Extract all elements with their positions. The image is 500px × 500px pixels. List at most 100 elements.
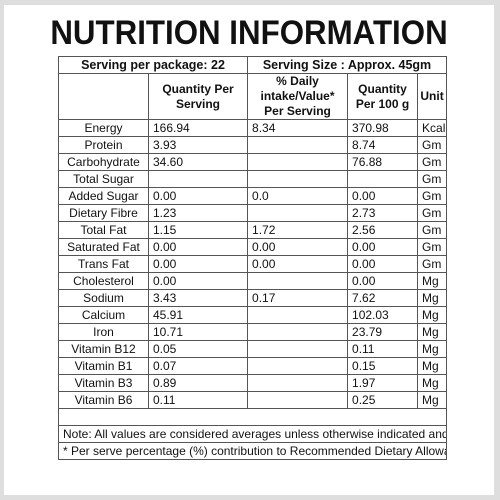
- unit: Mg: [417, 289, 448, 307]
- quantity-per-serving: 34.60: [147, 153, 249, 171]
- quantity-per-serving: 0.07: [147, 357, 249, 375]
- table-row: Vitamin B12 0.05 0.11 Mg: [58, 340, 448, 358]
- unit: Mg: [417, 340, 448, 358]
- nutrient-name: Carbohydrate: [58, 153, 149, 171]
- quantity-per-serving: 1.23: [147, 204, 249, 222]
- table-row: Saturated Fat 0.00 0.00 0.00 Gm: [58, 238, 448, 256]
- footnote-row: * Per serve percentage (%) contribution …: [57, 442, 448, 460]
- table-row: Vitamin B3 0.89 1.97 Mg: [58, 374, 448, 392]
- unit: Mg: [417, 323, 448, 341]
- daily-intake-value: [247, 340, 349, 358]
- note-text: Note: All values are considered averages…: [57, 425, 448, 443]
- unit: Gm: [417, 170, 448, 188]
- quantity-per-100g: 0.00: [347, 238, 419, 256]
- unit: Mg: [417, 374, 448, 392]
- nutrient-name: Added Sugar: [58, 187, 149, 205]
- quantity-per-serving: 0.89: [147, 374, 249, 392]
- quantity-per-100g: 1.97: [347, 374, 419, 392]
- quantity-per-serving: [147, 170, 249, 188]
- quantity-per-serving: 0.00: [147, 272, 249, 290]
- quantity-per-100g: 2.56: [347, 221, 419, 239]
- quantity-per-100g: 370.98: [347, 119, 419, 137]
- quantity-per-serving: 0.00: [147, 255, 249, 273]
- quantity-per-serving: 45.91: [147, 306, 249, 324]
- serving-size: Serving Size : Approx. 45gm: [247, 56, 448, 74]
- unit: Gm: [417, 153, 448, 171]
- nutrient-name: Dietary Fibre: [58, 204, 149, 222]
- nutrient-name: Total Sugar: [58, 170, 149, 188]
- unit: Gm: [417, 136, 448, 154]
- nutrient-name: Vitamin B1: [58, 357, 149, 375]
- quantity-per-100g: 0.00: [347, 187, 419, 205]
- quantity-per-serving: 3.93: [147, 136, 249, 154]
- daily-intake-value: [247, 306, 349, 324]
- quantity-per-serving: 0.00: [147, 238, 249, 256]
- nutrient-name: Iron: [58, 323, 149, 341]
- unit: Mg: [417, 306, 448, 324]
- table-row: Energy 166.94 8.34 370.98 Kcal: [58, 119, 448, 137]
- nutrient-name: Energy: [58, 119, 149, 137]
- daily-intake-value: 8.34: [247, 119, 349, 137]
- daily-intake-value: 1.72: [247, 221, 349, 239]
- header-daily-intake: % Daily intake/Value* Per Serving: [247, 73, 349, 120]
- unit: Kcal: [417, 119, 448, 137]
- quantity-per-serving: 0.05: [147, 340, 249, 358]
- nutrient-name: Vitamin B3: [58, 374, 149, 392]
- quantity-per-serving: 1.15: [147, 221, 249, 239]
- table-row: Dietary Fibre 1.23 2.73 Gm: [58, 204, 448, 222]
- footnote-text: * Per serve percentage (%) contribution …: [57, 442, 448, 460]
- serving-per-package: Serving per package: 22: [57, 56, 249, 74]
- nutrient-name: Vitamin B6: [58, 391, 149, 409]
- nutrient-name: Protein: [58, 136, 149, 154]
- note-row: Note: All values are considered averages…: [57, 425, 448, 443]
- quantity-per-100g: 8.74: [347, 136, 419, 154]
- table-row: Carbohydrate 34.60 76.88 Gm: [58, 153, 448, 171]
- table-row: Sodium 3.43 0.17 7.62 Mg: [58, 289, 448, 307]
- quantity-per-serving: 0.11: [147, 391, 249, 409]
- nutrient-name: Trans Fat: [58, 255, 149, 273]
- quantity-per-100g: 7.62: [347, 289, 419, 307]
- spacer-cell: [57, 408, 448, 426]
- nutrient-name: Cholesterol: [58, 272, 149, 290]
- quantity-per-100g: 23.79: [347, 323, 419, 341]
- quantity-per-100g: 0.25: [347, 391, 419, 409]
- quantity-per-100g: [347, 170, 419, 188]
- spacer-row: [57, 408, 448, 426]
- quantity-per-100g: 0.00: [347, 255, 419, 273]
- quantity-per-100g: 0.11: [347, 340, 419, 358]
- quantity-per-serving: 0.00: [147, 187, 249, 205]
- table-row: Iron 10.71 23.79 Mg: [58, 323, 448, 341]
- unit: Mg: [417, 391, 448, 409]
- table-row: Added Sugar 0.00 0.0 0.00 Gm: [58, 187, 448, 205]
- daily-intake-value: 0.17: [247, 289, 349, 307]
- unit: Gm: [417, 255, 448, 273]
- serving-row: Serving per package: 22 Serving Size : A…: [57, 56, 448, 74]
- daily-intake-value: [247, 204, 349, 222]
- quantity-per-serving: 166.94: [147, 119, 249, 137]
- nutrient-name: Vitamin B12: [58, 340, 149, 358]
- quantity-per-serving: 3.43: [147, 289, 249, 307]
- quantity-per-100g: 2.73: [347, 204, 419, 222]
- nutrient-name: Sodium: [58, 289, 149, 307]
- quantity-per-serving: 10.71: [147, 323, 249, 341]
- table-row: Trans Fat 0.00 0.00 0.00 Gm: [58, 255, 448, 273]
- header-per-100g: Quantity Per 100 g: [347, 73, 419, 120]
- daily-intake-value: 0.00: [247, 255, 349, 273]
- page-title: NUTRITION INFORMATION: [50, 14, 448, 52]
- header-unit: Unit: [417, 73, 448, 120]
- table-row: Protein 3.93 8.74 Gm: [58, 136, 448, 154]
- header-row: Quantity Per Serving % Daily intake/Valu…: [58, 73, 448, 120]
- nutrient-name: Calcium: [58, 306, 149, 324]
- daily-intake-value: [247, 374, 349, 392]
- nutrition-table: Serving per package: 22 Serving Size : A…: [57, 56, 448, 460]
- unit: Gm: [417, 238, 448, 256]
- header-nutrient-blank: [58, 73, 149, 120]
- table-row: Vitamin B1 0.07 0.15 Mg: [58, 357, 448, 375]
- unit: Mg: [417, 272, 448, 290]
- daily-intake-value: [247, 170, 349, 188]
- nutrient-name: Saturated Fat: [58, 238, 149, 256]
- table-row: Calcium 45.91 102.03 Mg: [58, 306, 448, 324]
- table-row: Total Sugar Gm: [58, 170, 448, 188]
- daily-intake-value: [247, 153, 349, 171]
- quantity-per-100g: 102.03: [347, 306, 419, 324]
